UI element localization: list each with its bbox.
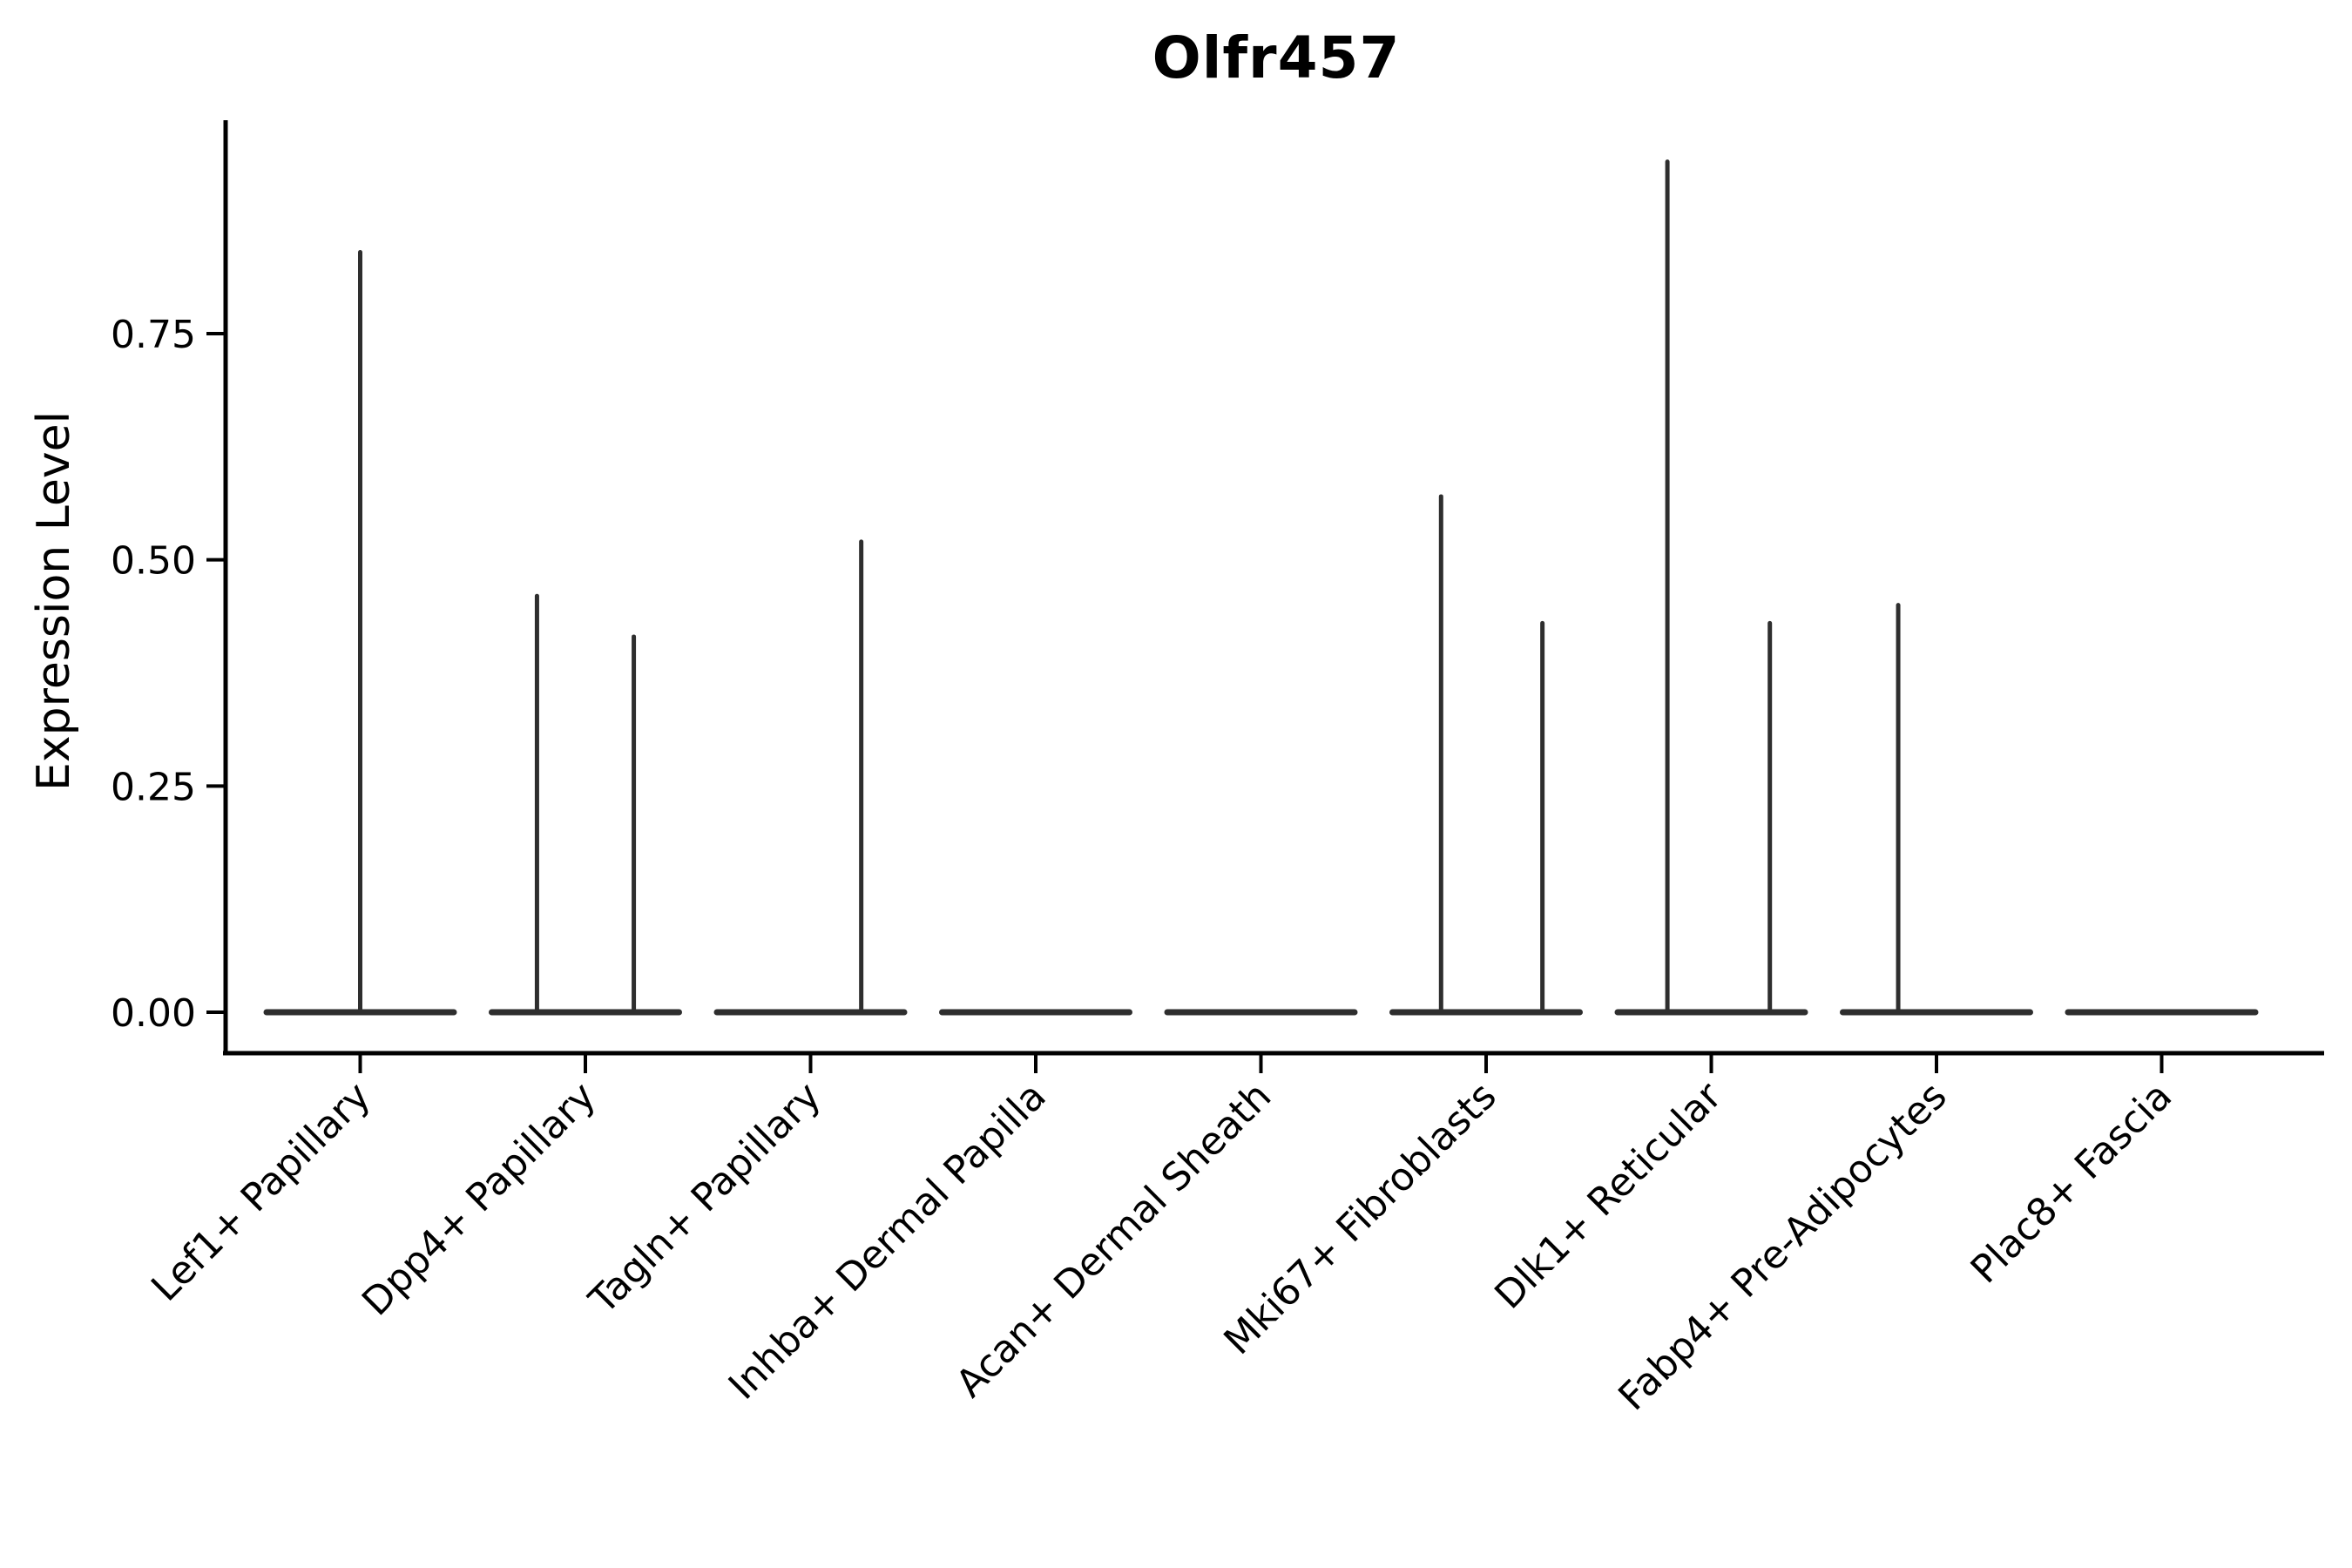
x-tick-label: Tagln+ Papillary [580,1074,829,1323]
x-tick-label: Dpp4+ Papillary [354,1074,605,1325]
y-tick-label: 0.25 [111,765,196,809]
x-tick-label: Lef1+ Papillary [143,1074,379,1310]
y-tick-label: 0.75 [111,313,196,357]
chart-title: Olfr457 [1152,24,1401,91]
y-tick-label: 0.00 [111,991,196,1036]
x-tick-label: Plac8+ Fascia [1963,1074,2181,1293]
x-tick-label: Dlk1+ Reticular [1486,1073,1731,1318]
y-tick-label: 0.50 [111,539,196,584]
